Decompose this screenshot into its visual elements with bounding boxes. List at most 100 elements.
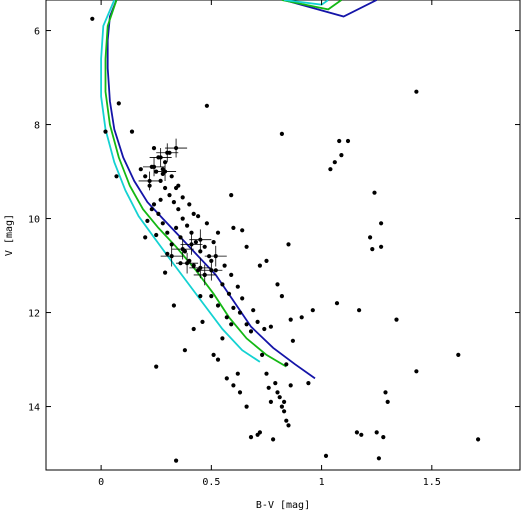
data-point-91 [189, 230, 194, 235]
data-point-123 [187, 202, 192, 207]
data-point-94 [176, 207, 181, 212]
data-point-6 [279, 131, 284, 136]
data-point-126 [169, 174, 174, 179]
data-point-73 [275, 390, 280, 395]
data-point-86 [220, 282, 225, 287]
data-point-128 [156, 155, 161, 160]
data-point-141 [255, 319, 260, 324]
y-tick-label-0: 6 [34, 27, 40, 38]
data-point-135 [154, 232, 159, 238]
data-point-121 [204, 221, 209, 226]
data-point-52 [191, 326, 196, 332]
data-point-54 [202, 272, 207, 277]
data-point-115 [191, 263, 196, 268]
data-point-149 [160, 171, 165, 176]
errorbar-point-1 [156, 143, 179, 163]
data-point-27 [299, 315, 304, 320]
data-point-31 [394, 317, 399, 322]
data-point-142 [262, 326, 267, 332]
data-point-44 [414, 369, 419, 374]
y-tick-label-2: 10 [28, 215, 40, 226]
data-point-1 [116, 101, 121, 106]
data-point-151 [191, 211, 196, 216]
data-point-144 [224, 315, 229, 320]
data-point-9 [332, 160, 337, 165]
data-point-113 [165, 251, 170, 256]
isochrone-line-1 [104, 0, 287, 368]
data-point-4 [114, 174, 119, 179]
data-point-148 [138, 167, 143, 172]
data-point-130 [163, 160, 168, 165]
data-point-55 [209, 294, 214, 299]
data-point-42 [383, 390, 388, 395]
data-point-8 [328, 167, 333, 172]
data-point-80 [268, 324, 273, 329]
data-point-32 [288, 317, 293, 322]
data-point-47 [323, 453, 329, 458]
data-point-71 [271, 437, 276, 442]
data-point-89 [198, 249, 203, 254]
data-point-129 [151, 146, 157, 151]
data-point-95 [171, 200, 176, 205]
data-point-23 [264, 258, 269, 263]
data-point-41 [376, 456, 381, 461]
data-point-20 [244, 244, 249, 249]
data-point-51 [182, 348, 187, 353]
data-point-64 [248, 435, 254, 440]
data-point-66 [257, 430, 262, 435]
data-point-88 [209, 258, 214, 263]
data-point-68 [264, 371, 269, 376]
data-point-97 [163, 185, 168, 191]
errorbar-point-12 [200, 259, 223, 281]
data-point-116 [196, 268, 201, 273]
data-point-93 [180, 216, 185, 221]
data-point-37 [354, 430, 359, 435]
data-point-84 [231, 305, 236, 310]
x-tick-label-2: 1 [319, 477, 325, 488]
data-point-78 [286, 423, 291, 428]
data-point-35 [288, 383, 293, 388]
data-point-134 [145, 218, 150, 223]
data-point-50 [171, 303, 176, 308]
data-point-15 [368, 235, 373, 240]
data-point-60 [231, 383, 236, 388]
data-point-87 [213, 268, 218, 273]
data-point-108 [174, 225, 179, 230]
data-point-114 [178, 261, 183, 266]
data-point-102 [143, 235, 148, 240]
data-point-62 [237, 390, 243, 395]
y-tick-label-4: 14 [28, 403, 40, 414]
data-point-139 [240, 296, 245, 301]
data-point-147 [143, 174, 148, 179]
data-point-69 [266, 385, 271, 390]
data-point-133 [149, 207, 154, 212]
data-point-58 [220, 336, 225, 341]
data-point-75 [279, 404, 284, 409]
data-point-45 [456, 352, 461, 357]
data-point-48 [154, 364, 159, 369]
data-point-49 [174, 458, 179, 463]
data-point-136 [222, 263, 227, 268]
data-point-117 [202, 244, 207, 249]
isochrone-line-4 [281, 0, 342, 11]
data-point-85 [226, 291, 232, 296]
data-point-122 [196, 214, 201, 219]
data-point-101 [147, 183, 152, 188]
data-point-105 [160, 221, 165, 226]
isochrone-line-2 [100, 0, 261, 363]
error-bars [138, 138, 227, 286]
data-point-19 [231, 225, 236, 230]
data-point-14 [379, 221, 384, 226]
data-point-132 [158, 197, 163, 202]
data-points [90, 16, 481, 463]
data-point-124 [180, 195, 185, 200]
data-point-106 [165, 230, 170, 235]
data-point-40 [381, 435, 386, 440]
data-point-56 [211, 352, 216, 357]
data-point-24 [275, 282, 280, 287]
data-point-82 [244, 322, 249, 327]
data-point-39 [374, 430, 379, 435]
data-point-46 [476, 437, 481, 442]
errorbar-point-0 [165, 138, 188, 158]
